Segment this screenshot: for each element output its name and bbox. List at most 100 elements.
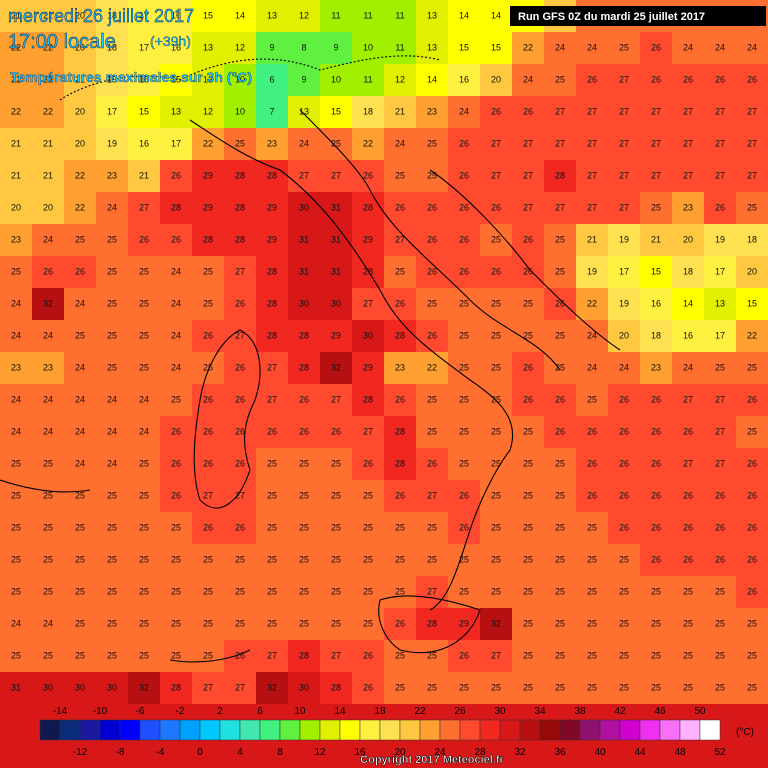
temperature-cell (192, 640, 224, 672)
temperature-cell (512, 384, 544, 416)
temperature-value: 26 (747, 490, 757, 500)
temperature-cell (32, 32, 64, 64)
temperature-cell (192, 192, 224, 224)
legend-label: 30 (494, 706, 506, 717)
temperature-cell (640, 544, 672, 576)
legend-label: 6 (257, 706, 263, 717)
temperature-value: 25 (331, 458, 341, 468)
temperature-cell (64, 128, 96, 160)
temperature-value: 25 (715, 682, 725, 692)
temperature-value: 23 (11, 362, 21, 372)
temperature-cell (128, 480, 160, 512)
temperature-cell (704, 96, 736, 128)
temperature-cell (384, 224, 416, 256)
temperature-cell (480, 320, 512, 352)
temperature-value: 25 (491, 394, 501, 404)
temperature-cell (640, 448, 672, 480)
temperature-cell (416, 64, 448, 96)
temperature-value: 25 (299, 522, 309, 532)
temperature-value: 19 (107, 138, 117, 148)
temperature-value: 25 (139, 458, 149, 468)
temperature-value: 25 (107, 362, 117, 372)
temperature-cell (192, 224, 224, 256)
legend-swatch (119, 719, 141, 741)
temperature-cell (384, 32, 416, 64)
temperature-value: 24 (75, 426, 85, 436)
temperature-value: 27 (235, 682, 245, 692)
temperature-value: 25 (299, 458, 309, 468)
temperature-cell (544, 256, 576, 288)
legend-label: 42 (614, 706, 626, 717)
temperature-value: 25 (75, 650, 85, 660)
temperature-value: 25 (747, 362, 757, 372)
temperature-cell (352, 0, 384, 32)
legend-label: 4 (237, 747, 243, 758)
temperature-cell (160, 128, 192, 160)
temperature-value: 25 (11, 554, 21, 564)
temperature-value: 27 (267, 362, 277, 372)
temperature-cell (640, 672, 672, 704)
temperature-cell (320, 576, 352, 608)
temperature-value: 25 (299, 554, 309, 564)
temperature-value: 22 (587, 298, 597, 308)
legend-unit: (°C) (736, 727, 754, 738)
temperature-cell (64, 576, 96, 608)
temperature-value: 16 (171, 10, 181, 20)
temperature-cell (480, 64, 512, 96)
temperature-value: 26 (203, 394, 213, 404)
temperature-value: 25 (203, 586, 213, 596)
temperature-value: 22 (11, 74, 21, 84)
temperature-cell (608, 544, 640, 576)
temperature-cell (320, 32, 352, 64)
temperature-value: 22 (43, 74, 53, 84)
temperature-value: 26 (619, 458, 629, 468)
temperature-cell (576, 384, 608, 416)
temperature-cell (192, 128, 224, 160)
temperature-value: 27 (651, 106, 661, 116)
temperature-value: 25 (587, 586, 597, 596)
temperature-value: 26 (523, 394, 533, 404)
temperature-cell (96, 672, 128, 704)
temperature-cell (480, 32, 512, 64)
temperature-value: 14 (683, 298, 693, 308)
legend-swatch (219, 719, 241, 741)
temperature-cell (448, 32, 480, 64)
temperature-cell (352, 576, 384, 608)
temperature-value: 25 (587, 522, 597, 532)
temperature-value: 24 (555, 42, 565, 52)
legend-swatch (439, 719, 461, 741)
temperature-value: 25 (555, 650, 565, 660)
temperature-cell (608, 256, 640, 288)
temperature-value: 25 (11, 490, 21, 500)
temperature-cell (96, 160, 128, 192)
temperature-value: 26 (459, 234, 469, 244)
temperature-cell (64, 672, 96, 704)
temperature-value: 25 (139, 266, 149, 276)
temperature-value: 26 (363, 650, 373, 660)
temperature-cell (256, 352, 288, 384)
temperature-value: 26 (363, 458, 373, 468)
legend-swatch (399, 719, 421, 741)
temperature-value: 27 (587, 138, 597, 148)
temperature-cell (192, 288, 224, 320)
temperature-cell (352, 352, 384, 384)
temperature-cell (704, 384, 736, 416)
temperature-value: 20 (75, 42, 85, 52)
temperature-value: 26 (395, 298, 405, 308)
temperature-cell (576, 96, 608, 128)
temperature-cell (224, 480, 256, 512)
temperature-cell (96, 288, 128, 320)
temperature-cell (256, 0, 288, 32)
temperature-value: 25 (139, 490, 149, 500)
temperature-cell (672, 672, 704, 704)
temperature-cell (736, 160, 768, 192)
legend-swatch (679, 719, 701, 741)
temperature-value: 25 (235, 554, 245, 564)
temperature-cell (640, 288, 672, 320)
temperature-cell (416, 160, 448, 192)
temperature-value: 27 (683, 394, 693, 404)
temperature-cell (448, 128, 480, 160)
temperature-value: 27 (491, 650, 501, 660)
temperature-cell (96, 640, 128, 672)
temperature-cell (288, 160, 320, 192)
